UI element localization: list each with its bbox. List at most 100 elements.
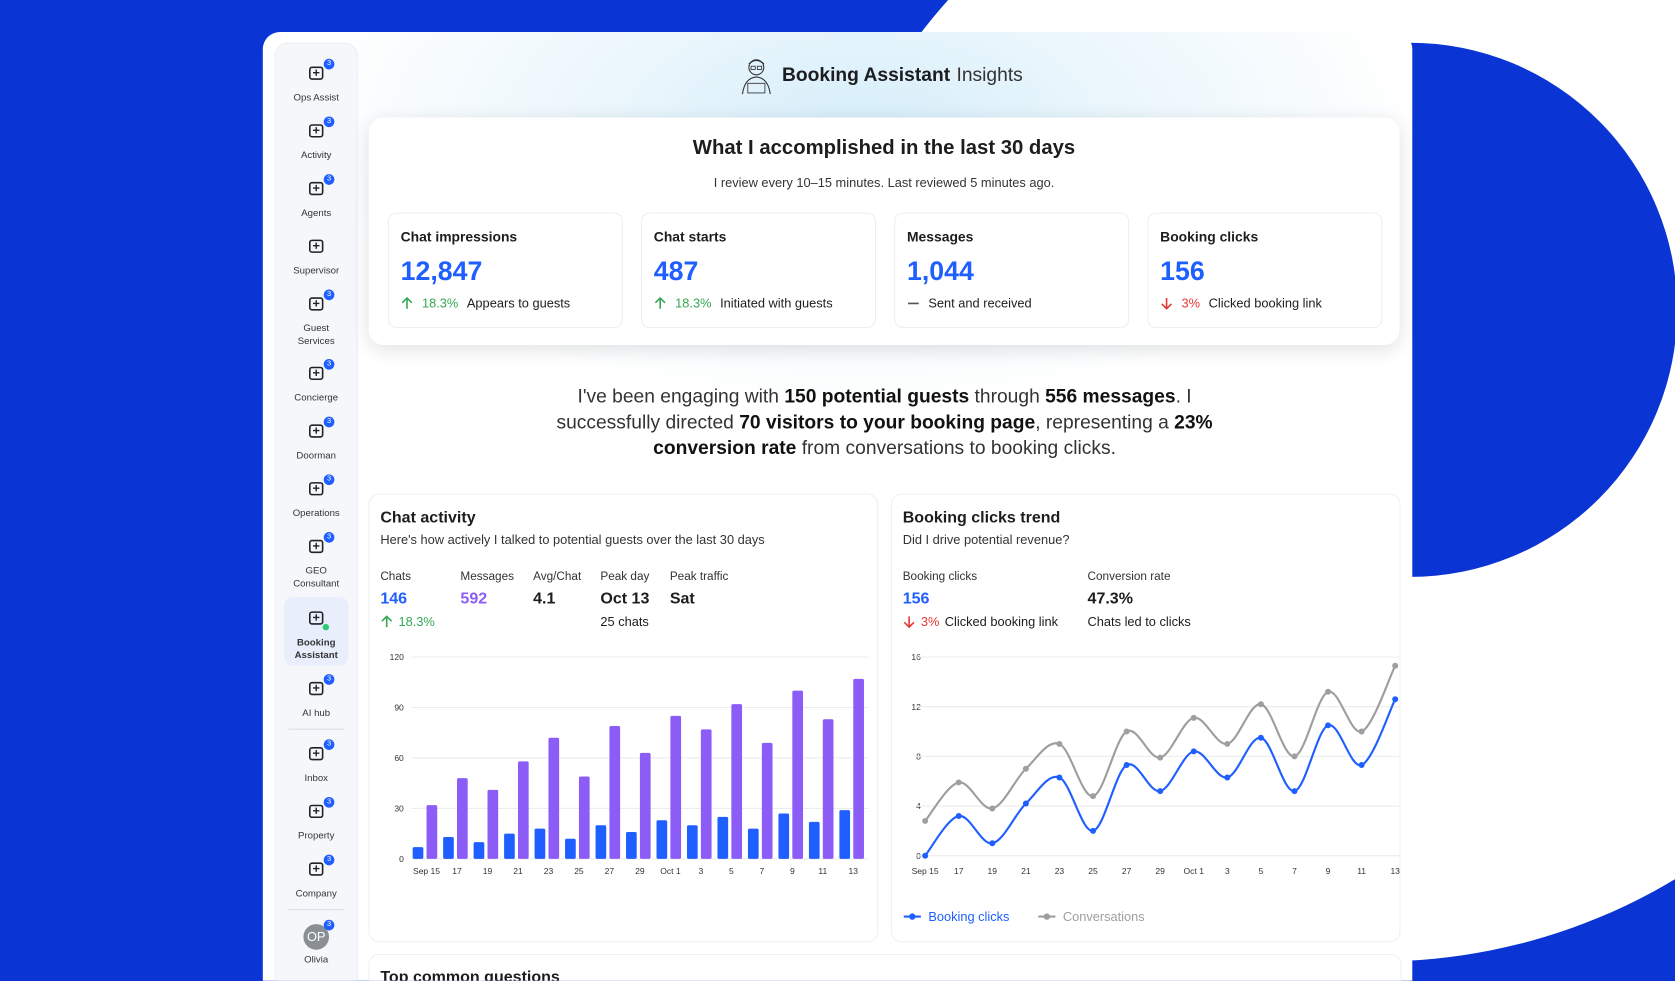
nav-label: Concierge	[294, 392, 339, 403]
mini-label: Booking clicks	[902, 570, 978, 584]
y-tick-label: 0	[399, 854, 404, 864]
point	[1056, 740, 1063, 747]
bar	[656, 820, 668, 859]
nav-icon	[304, 62, 328, 86]
narrative-text: I've been engaging with	[577, 385, 785, 408]
bar	[808, 821, 820, 859]
x-tick-label: 5	[1259, 866, 1264, 876]
x-tick-label: 23	[1055, 866, 1065, 876]
bar	[686, 825, 698, 859]
bar	[792, 690, 804, 859]
badge: 3	[323, 358, 335, 370]
point	[1157, 754, 1164, 761]
nav-label: Agents	[301, 207, 332, 218]
point	[1190, 748, 1197, 755]
trend-icon	[908, 302, 919, 305]
chart-title: Booking clicks trend	[902, 508, 1061, 527]
bar	[457, 778, 468, 859]
bar	[578, 776, 590, 859]
bar	[595, 825, 607, 859]
line	[924, 698, 1397, 857]
chart-subtitle: Here's how actively I talked to potentia…	[380, 532, 765, 547]
nav-icon	[304, 235, 328, 259]
narrative-text: from conversations to booking clicks.	[796, 436, 1116, 459]
badge: 3	[323, 796, 335, 808]
bar	[626, 831, 637, 859]
x-tick-label: Oct 1	[660, 866, 681, 876]
x-tick-label: 7	[1292, 866, 1297, 876]
narrative-text: 23% conversion rate	[653, 411, 1213, 459]
x-tick-label: 3	[1225, 866, 1230, 876]
point	[1291, 788, 1298, 795]
legend-label: Booking clicks	[928, 909, 1009, 924]
point	[1257, 701, 1264, 708]
point	[1224, 774, 1231, 781]
bar	[548, 737, 560, 859]
point	[1325, 722, 1332, 729]
mini-label: Peak day	[600, 570, 650, 584]
x-tick-label: 29	[635, 866, 645, 876]
y-tick-label: 12	[911, 702, 921, 712]
x-tick-label: 5	[729, 866, 734, 876]
mini-note: Chats led to clicks	[1087, 614, 1191, 630]
header-title: Booking Assistant	[781, 63, 951, 85]
narrative-text: , representing a	[1035, 411, 1175, 433]
point	[1392, 662, 1399, 669]
nav-label: Doorman	[296, 449, 336, 461]
x-tick-label: 21	[1021, 866, 1031, 876]
nav-label: Property	[298, 830, 335, 841]
bar	[487, 789, 499, 859]
badge: 3	[323, 116, 335, 128]
mini-label: Conversion rate	[1087, 570, 1171, 584]
x-tick-label: 7	[759, 866, 764, 876]
point	[1022, 800, 1029, 807]
nav-icon	[304, 478, 328, 502]
x-tick-label: Sep 15	[413, 866, 440, 876]
badge: 3	[323, 739, 335, 750]
narrative-text: . I successfully directed	[556, 385, 1192, 433]
x-tick-label: 11	[818, 866, 827, 876]
badge: 3	[323, 289, 335, 301]
mini-label: Chats	[380, 570, 412, 584]
mini-value: Sat	[669, 589, 695, 608]
bar	[761, 742, 773, 859]
bar	[609, 725, 621, 859]
bar	[700, 729, 712, 859]
nav-icon	[304, 293, 328, 317]
stat-delta: 18.3%	[675, 295, 712, 311]
mini-trend: Chats led to clicks	[1088, 614, 1191, 629]
divider	[288, 909, 344, 911]
y-tick-label: 90	[394, 703, 404, 713]
stat-value: 156	[1160, 256, 1205, 287]
x-tick-label: 27	[1122, 866, 1132, 876]
nav-icon	[304, 535, 328, 559]
assistant-avatar	[741, 59, 771, 95]
section-card	[368, 953, 1402, 981]
x-tick-label: Oct 1	[1184, 866, 1205, 876]
bar	[717, 816, 729, 859]
x-tick-label: 29	[1155, 866, 1165, 876]
mini-label: Peak traffic	[669, 570, 729, 584]
badge: 3	[323, 919, 335, 931]
narrative-text: 150 potential guests	[784, 385, 970, 408]
bar	[443, 837, 454, 859]
mini-stat: Conversion rate 47.3% Chats led to clicks	[1088, 570, 1191, 629]
legend-label: Conversations	[1063, 909, 1145, 924]
y-tick-label: 60	[394, 753, 404, 763]
nav-label: Activity	[300, 149, 332, 161]
mini-value: 47.3%	[1087, 589, 1133, 608]
bar	[426, 805, 438, 859]
point	[922, 817, 929, 824]
trend-icon	[381, 615, 393, 628]
bar	[534, 828, 546, 859]
x-tick-label: 3	[699, 866, 704, 876]
x-tick-label: 13	[1390, 866, 1400, 876]
divider	[288, 728, 344, 730]
point	[1392, 696, 1399, 703]
point	[1090, 793, 1097, 800]
mini-stat: Avg/Chat 4.1	[533, 570, 581, 607]
status-dot	[322, 623, 330, 631]
nav-label: Guest Services	[297, 322, 335, 346]
x-tick-label: 9	[1326, 866, 1331, 876]
